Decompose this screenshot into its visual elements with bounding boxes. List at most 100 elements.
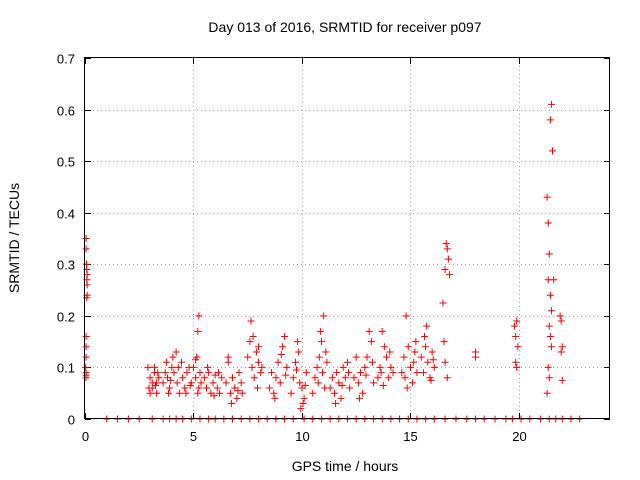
data-point — [430, 363, 438, 371]
data-point — [145, 384, 153, 392]
y-tick-label: 0.6 — [57, 104, 75, 119]
y-tick-label: 0.5 — [57, 155, 75, 170]
data-point — [278, 343, 286, 351]
data-point — [153, 389, 161, 397]
data-point — [511, 322, 519, 330]
data-point — [365, 327, 373, 335]
data-point — [283, 363, 291, 371]
data-point — [400, 353, 408, 361]
data-point — [441, 358, 449, 366]
data-point — [291, 358, 299, 366]
data-point — [429, 356, 437, 364]
data-point — [82, 353, 90, 361]
data-point — [428, 348, 436, 356]
data-point — [181, 384, 189, 392]
data-point — [350, 374, 358, 382]
data-point — [255, 358, 263, 366]
data-point — [357, 369, 365, 377]
data-point — [205, 369, 213, 377]
data-point — [411, 348, 419, 356]
data-point — [169, 353, 177, 361]
data-point — [442, 240, 450, 248]
data-point — [314, 379, 322, 387]
data-point — [224, 353, 232, 361]
data-point — [547, 307, 555, 315]
data-point — [406, 363, 414, 371]
data-point — [427, 376, 435, 384]
data-point — [326, 384, 334, 392]
data-point — [82, 374, 90, 382]
data-point — [172, 348, 180, 356]
data-point — [196, 369, 204, 377]
data-point — [387, 363, 395, 371]
data-point — [204, 363, 212, 371]
data-point — [389, 369, 397, 377]
data-point — [274, 358, 282, 366]
data-point — [546, 332, 554, 340]
x-tick-label: 20 — [512, 429, 526, 444]
data-point — [194, 389, 202, 397]
data-point — [271, 394, 279, 402]
data-point — [82, 235, 90, 242]
data-point — [229, 374, 237, 382]
data-point — [300, 394, 308, 402]
data-point — [227, 400, 235, 408]
data-point — [202, 384, 210, 392]
data-point — [150, 363, 158, 371]
data-point — [362, 371, 370, 379]
data-point — [380, 343, 388, 351]
plot-frame — [84, 57, 610, 419]
data-point — [244, 353, 252, 361]
y-tick-label: 0.4 — [57, 207, 75, 222]
data-point — [403, 384, 411, 392]
data-point — [226, 389, 234, 397]
data-point — [253, 384, 261, 392]
data-point — [337, 394, 345, 402]
data-point — [443, 245, 451, 253]
data-point — [182, 389, 190, 397]
data-point — [152, 381, 160, 389]
data-point — [513, 317, 521, 325]
data-point — [376, 363, 384, 371]
data-point — [444, 255, 452, 263]
data-point — [146, 389, 154, 397]
data-point — [514, 343, 522, 351]
data-point — [413, 369, 421, 377]
data-point — [409, 379, 417, 387]
data-point — [546, 116, 554, 124]
data-point — [289, 374, 297, 382]
data-point — [344, 358, 351, 366]
data-point — [165, 389, 173, 397]
data-point — [386, 348, 394, 356]
data-point — [210, 392, 218, 400]
data-point — [154, 369, 162, 377]
y-tick-label: 0.7 — [57, 52, 75, 67]
data-point — [379, 381, 387, 389]
data-point — [557, 348, 565, 356]
data-point — [233, 394, 241, 402]
data-point — [512, 358, 520, 366]
data-point — [316, 327, 324, 335]
data-point — [270, 389, 278, 397]
data-point — [543, 193, 551, 201]
data-point — [543, 389, 551, 397]
data-point — [440, 338, 448, 346]
data-point — [550, 276, 558, 284]
data-point — [82, 245, 90, 253]
data-point — [333, 369, 341, 377]
data-point — [287, 389, 295, 397]
data-point — [549, 147, 557, 155]
data-point — [512, 332, 520, 340]
data-point — [296, 379, 304, 387]
data-point — [297, 405, 305, 413]
data-point — [246, 338, 254, 346]
data-point — [374, 374, 382, 382]
data-point — [424, 358, 432, 366]
data-point — [410, 358, 418, 366]
data-point — [544, 219, 552, 227]
data-point — [178, 358, 186, 366]
data-point — [443, 374, 451, 382]
data-point — [268, 369, 276, 377]
data-point — [276, 379, 284, 387]
